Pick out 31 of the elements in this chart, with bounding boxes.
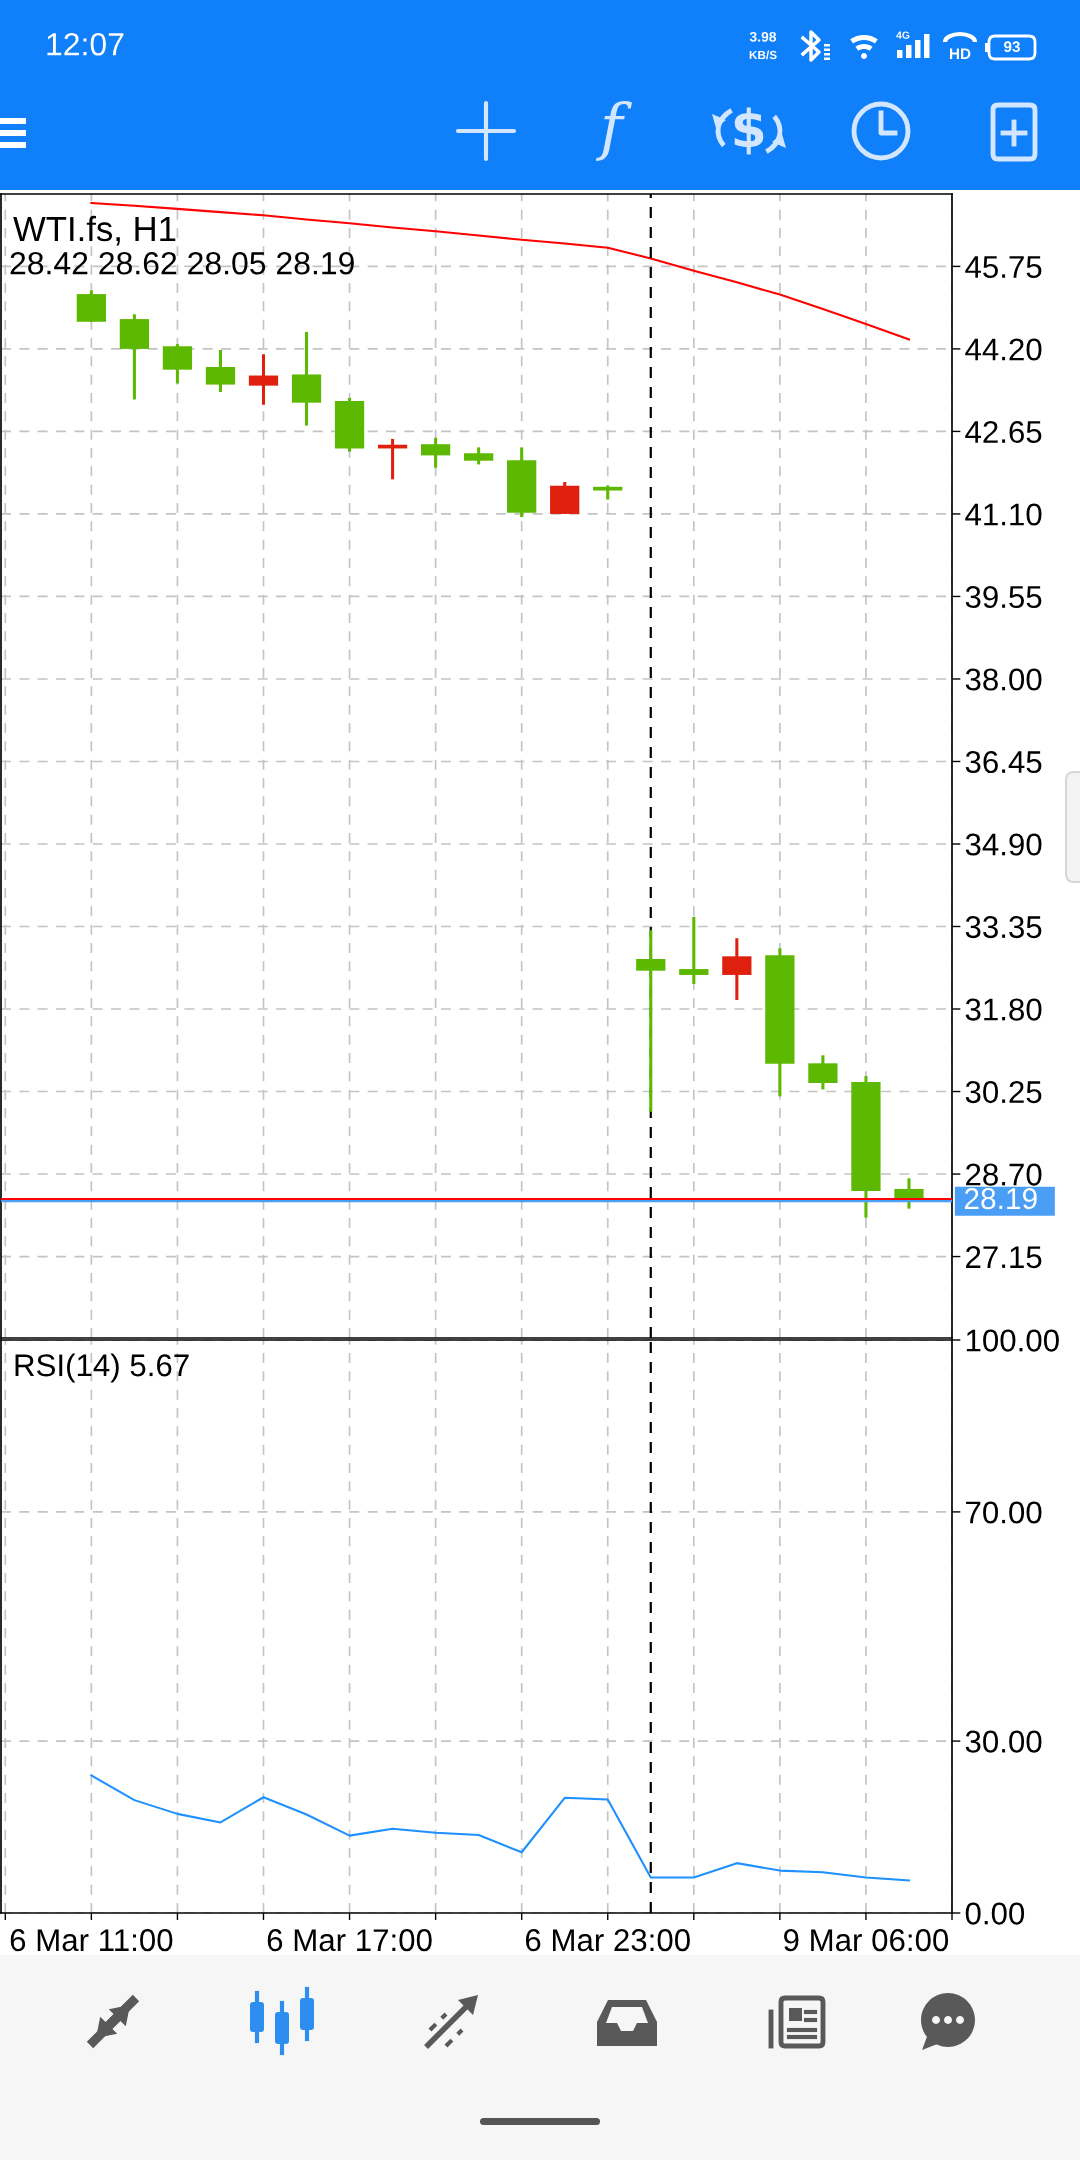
y-tick-label: 39.55 — [965, 585, 1042, 609]
y-tick-label: 41.10 — [965, 503, 1042, 526]
y-tick-label: 38.00 — [965, 668, 1042, 691]
text: 4G — [896, 31, 910, 39]
y-tick-label: 31.80 — [965, 998, 1042, 1021]
x-tick-label: 6 Mar 17:00 — [267, 1929, 432, 1952]
chart-title: RSI(14) 5.67 — [15, 1353, 189, 1383]
text: 12:07 — [47, 32, 124, 56]
x-tick-label: 6 Mar 11:00 — [10, 1929, 173, 1952]
text: 28.42 28.62 28.05 28.19 — [10, 251, 354, 275]
x-tick-label: 6 Mar 23:00 — [525, 1929, 690, 1952]
y-tick-label: 0.00 — [965, 1902, 1025, 1925]
text: HD — [949, 48, 971, 59]
text: 3.98 — [749, 31, 777, 42]
y-tick-label: 36.45 — [965, 750, 1042, 774]
x-tick-label: 9 Mar 06:00 — [784, 1929, 949, 1952]
y-tick-label: 30.00 — [965, 1730, 1042, 1753]
y-tick-label: 42.65 — [965, 420, 1042, 444]
text: WTI.fs, H1 — [13, 215, 176, 246]
y-tick-label: 28.70 — [966, 1163, 1042, 1186]
ref-line-label: 28.19 — [964, 1188, 1037, 1210]
y-tick-label: 33.35 — [965, 916, 1042, 939]
y-tick-label: 45.75 — [965, 256, 1042, 279]
y-tick-label: 100.00 — [966, 1329, 1059, 1352]
y-tick-label: 34.90 — [965, 833, 1042, 856]
text: KB/S — [749, 50, 777, 60]
y-tick-label: 70.00 — [966, 1501, 1042, 1524]
text: 93 — [1004, 41, 1020, 53]
y-tick-label: 44.20 — [965, 338, 1042, 361]
y-tick-label: 27.15 — [966, 1246, 1042, 1269]
y-tick-label: 30.25 — [965, 1081, 1042, 1104]
